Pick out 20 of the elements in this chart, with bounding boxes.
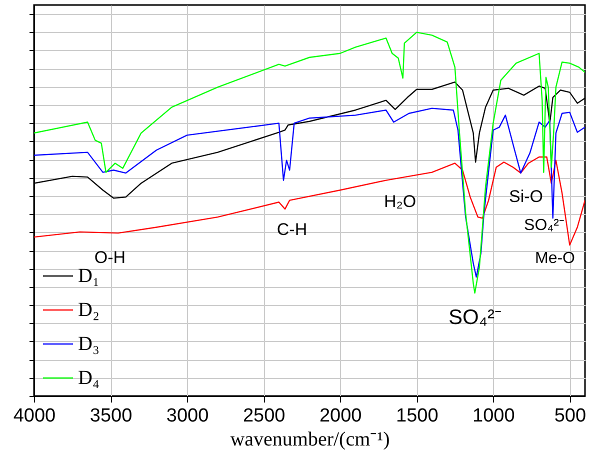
x-axis-title: wavenumber/(cm⁻¹) [230,428,390,450]
x-tick-label: 2500 [242,406,286,426]
x-tick-label: 3000 [166,406,209,426]
legend-label: D₁ [78,265,100,287]
legend-label: D₃ [78,333,100,355]
annotation: SO₄²⁻ [524,217,564,234]
x-tick-label: 2000 [319,406,362,426]
legend-label: D₄ [78,367,100,389]
legend-label: D₂ [78,299,100,321]
x-tick-label: 1500 [396,406,438,426]
x-tick-label: 1000 [472,406,515,426]
annotation: H₂O [384,192,416,211]
annotation: Me-O [535,250,575,267]
annotation: Si-O [509,187,543,206]
annotation: O-H [94,248,126,267]
x-tick-label: 500 [554,406,586,426]
x-tick-label: 3500 [90,406,132,426]
x-tick-label: 4000 [13,406,56,426]
annotation: SO₄²⁻ [448,306,502,329]
annotation: C-H [276,220,308,239]
